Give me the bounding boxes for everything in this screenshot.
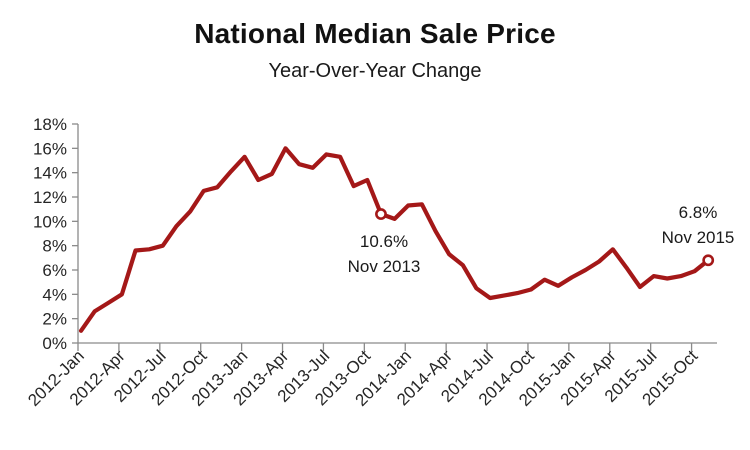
y-tick-label: 0% xyxy=(42,334,67,353)
y-tick-label: 18% xyxy=(33,115,67,134)
annotation-date: Nov 2013 xyxy=(347,257,421,276)
chart-title: National Median Sale Price xyxy=(194,18,556,49)
y-tick-label: 8% xyxy=(42,237,67,256)
annotation-value: 6.8% xyxy=(678,203,718,222)
annotation-marker xyxy=(702,254,715,267)
annotation-value: 10.6% xyxy=(359,232,409,251)
y-tick-label: 6% xyxy=(42,261,67,280)
yoy-change-line xyxy=(78,146,711,333)
y-tick-label: 12% xyxy=(33,188,67,207)
annotation-nov-2013: 10.6% Nov 2013 xyxy=(325,229,443,279)
annotation-marker xyxy=(375,208,387,220)
y-tick-label: 4% xyxy=(42,285,67,304)
y-tick-label: 16% xyxy=(33,139,67,158)
y-tick-label: 10% xyxy=(33,212,67,231)
y-tick-label: 2% xyxy=(42,310,67,329)
annotation-date: Nov 2015 xyxy=(661,228,735,247)
chart-subtitle: Year-Over-Year Change xyxy=(268,60,482,82)
annotation-nov-2015: 6.8% Nov 2015 xyxy=(640,200,750,250)
y-tick-label: 14% xyxy=(33,164,67,183)
